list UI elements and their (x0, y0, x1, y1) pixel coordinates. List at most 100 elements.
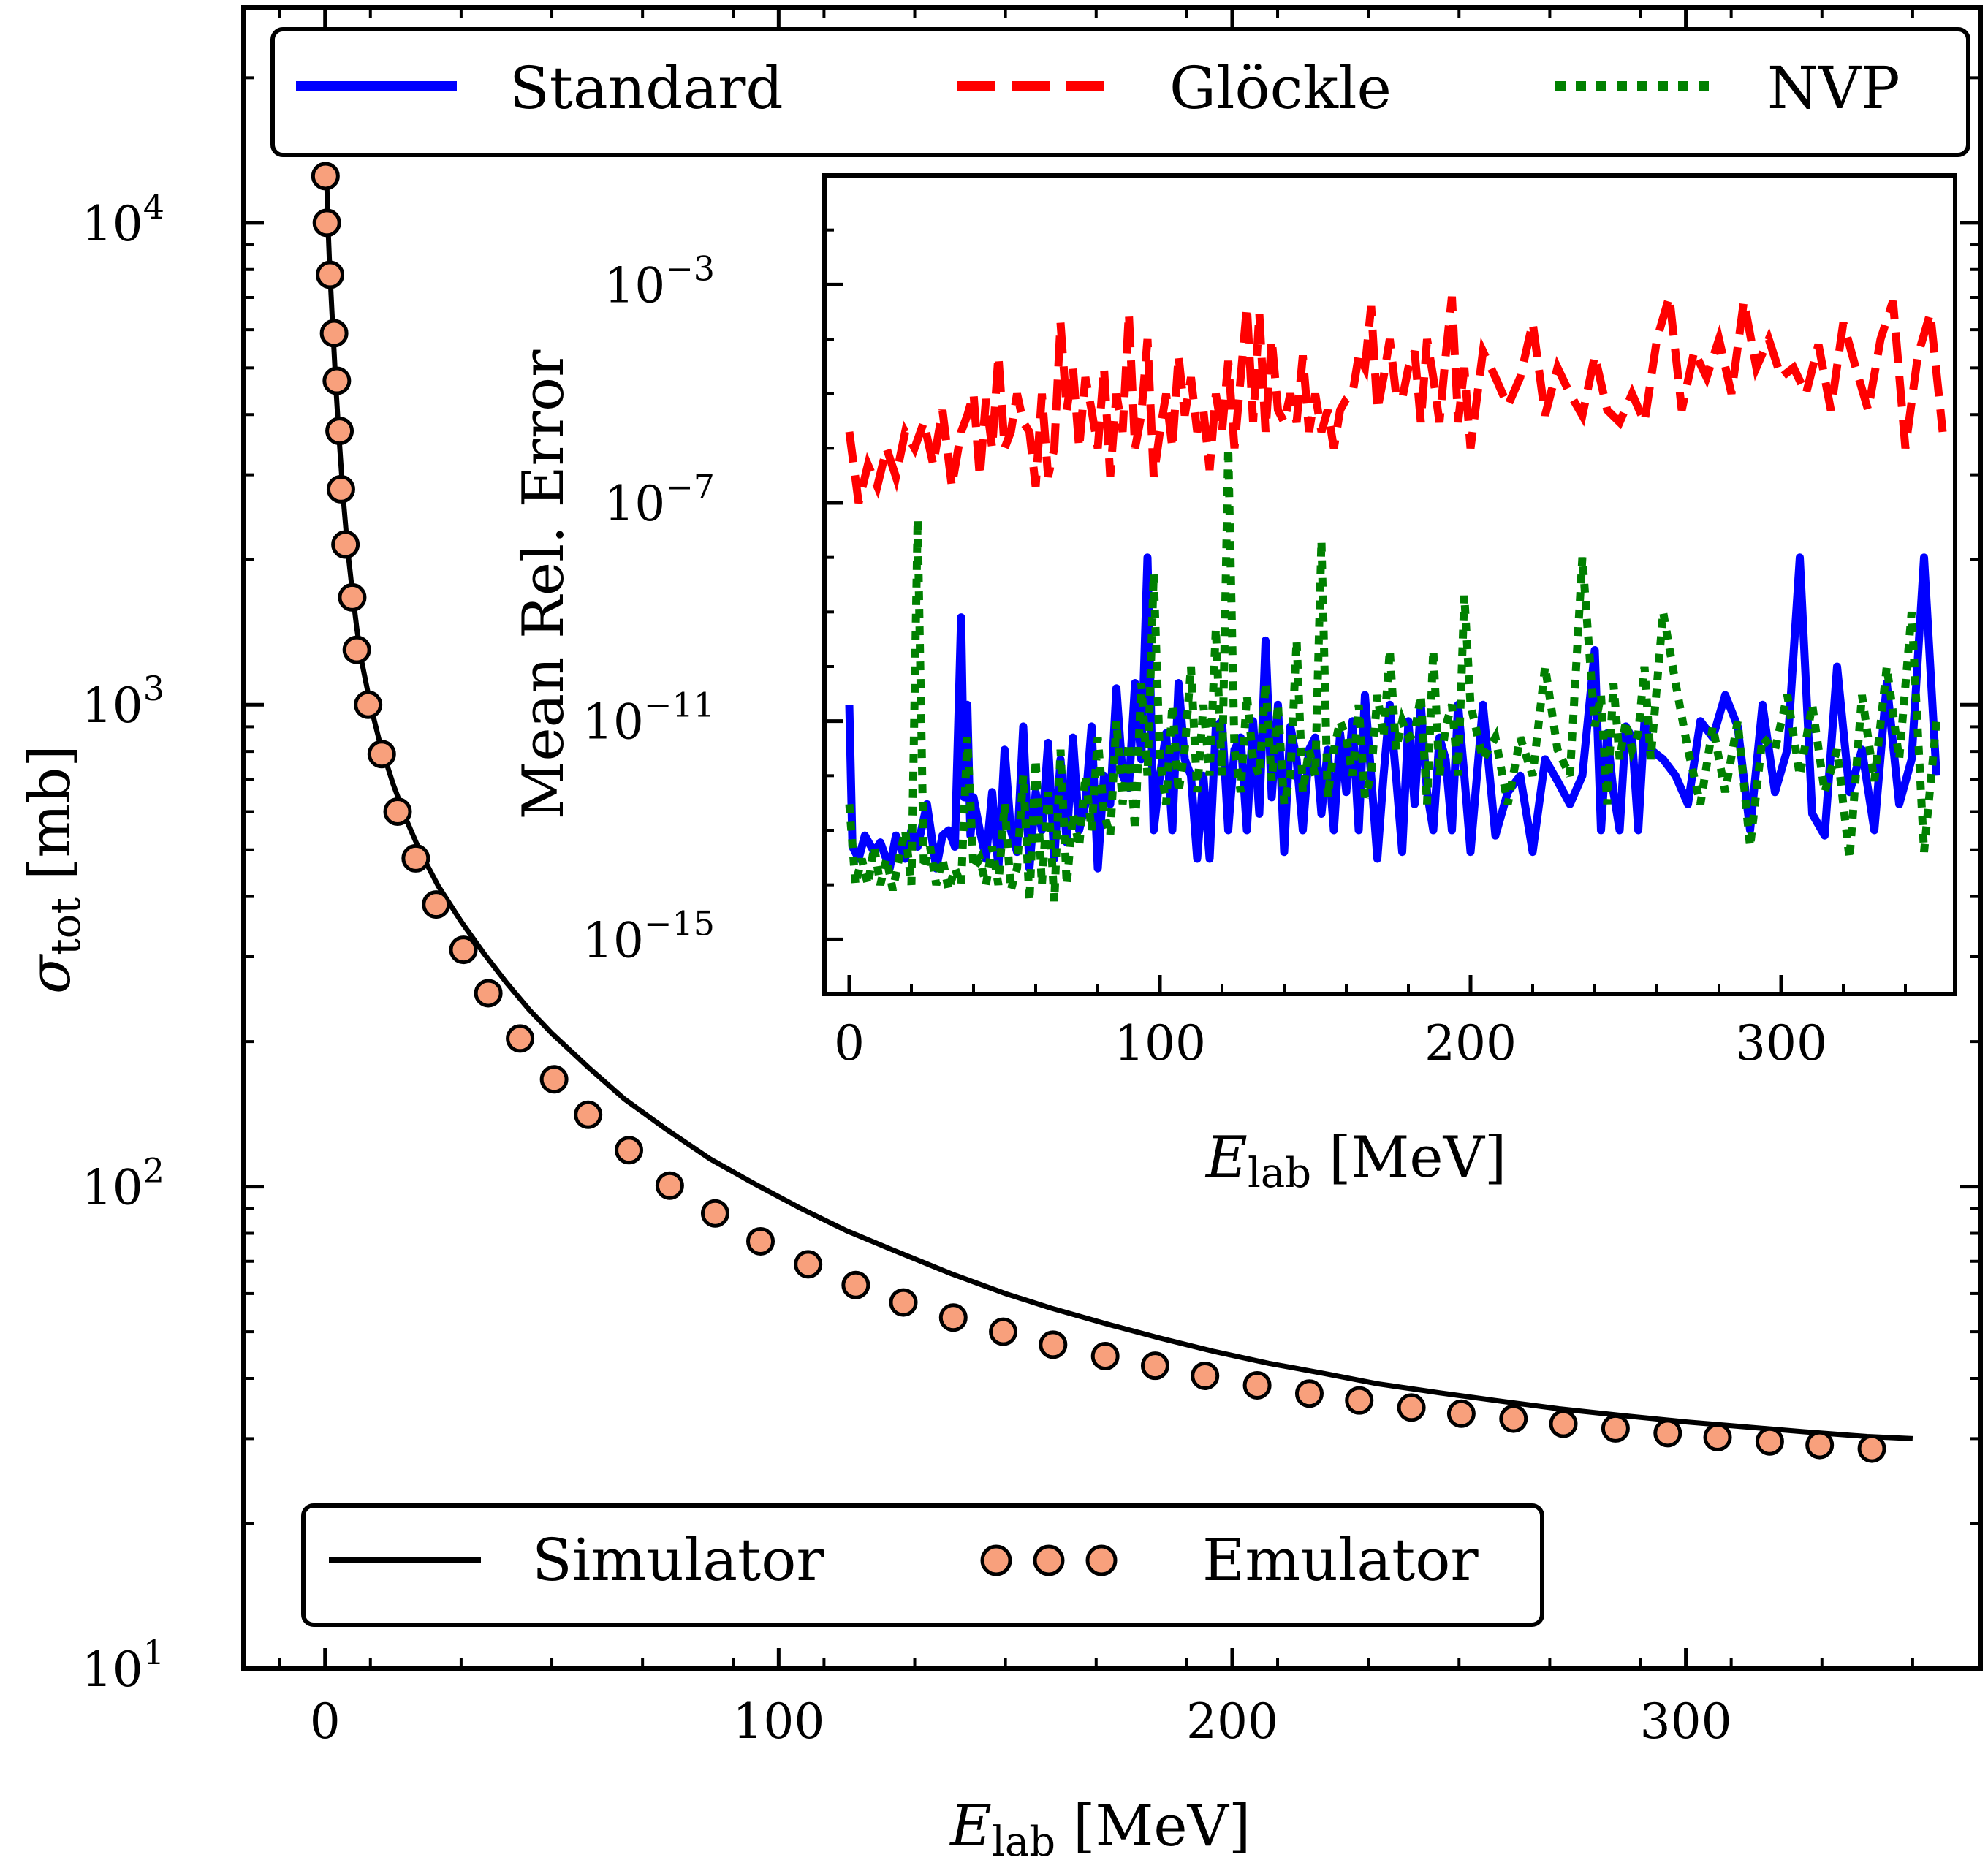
emulator-point (989, 1317, 1018, 1346)
inset-glockle-line (845, 295, 1947, 504)
main-y-axis-label: σtot [mb] (18, 745, 90, 994)
emulator-point (1140, 1351, 1169, 1381)
legend-emulator-marker (980, 1544, 1012, 1576)
main-x-tick-label: 300 (1640, 1693, 1732, 1750)
inset-y-tick-label: 10−7 (604, 467, 715, 532)
emulator-point (449, 936, 478, 965)
inset-x-tick-label: 100 (1114, 1015, 1206, 1071)
emulator-point (338, 582, 367, 612)
emulator-point (326, 474, 355, 504)
legend-emulator-swatch (980, 1544, 1118, 1576)
inset-legend-frame (270, 27, 1970, 157)
inset-x-tick-label: 0 (834, 1015, 865, 1071)
main-y-label-unit: [mb] (18, 745, 83, 880)
emulator-point (841, 1270, 870, 1299)
tick-base: 10 (583, 694, 644, 751)
tick-exponent: 2 (143, 1151, 164, 1191)
main-x-tick-labels: 0 100 200 300 (310, 1693, 1732, 1750)
legend-glockle-label: Glöckle (1169, 54, 1392, 122)
emulator-point (1294, 1379, 1324, 1408)
emulator-point (342, 635, 371, 664)
emulator-point (1601, 1413, 1630, 1443)
main-legend-frame (301, 1503, 1544, 1627)
emulator-point (331, 530, 360, 559)
emulator-point (367, 740, 396, 769)
main-x-tick-label: 200 (1186, 1693, 1278, 1750)
emulator-point (700, 1199, 729, 1228)
emulator-point (311, 162, 340, 191)
tick-exponent: −3 (665, 248, 715, 288)
inset-legend: Standard Glöckle NVP (270, 27, 1970, 157)
tick-exponent: −7 (665, 467, 715, 506)
emulator-point (889, 1288, 918, 1317)
emulator-point (794, 1250, 823, 1279)
emulator-point (383, 797, 412, 827)
emulator-point (1857, 1434, 1886, 1463)
emulator-point (1499, 1404, 1528, 1433)
inset-y-tick-label: 10−15 (583, 903, 715, 968)
tick-exponent: 3 (143, 669, 164, 708)
inset-x-tick-label: 200 (1424, 1015, 1517, 1071)
inset-x-label-sub: lab (1248, 1150, 1311, 1197)
inset-x-axis-label: Elab [MeV] (1204, 1125, 1506, 1197)
emulator-point (506, 1024, 535, 1053)
emulator-point (354, 690, 383, 719)
tick-base: 10 (604, 257, 665, 314)
emulator-point (312, 208, 341, 238)
emulator-point (938, 1303, 968, 1332)
tick-exponent: 1 (143, 1633, 164, 1672)
emulator-point (1653, 1419, 1682, 1448)
main-y-tick-label: 103 (82, 669, 164, 734)
emulator-point (474, 979, 503, 1008)
emulator-point (1191, 1361, 1220, 1390)
emulator-point (316, 260, 345, 289)
emulator-point (1549, 1409, 1578, 1438)
inset-standard-line (845, 553, 1940, 873)
emulator-point (1805, 1430, 1835, 1460)
main-x-tick-label: 0 (310, 1693, 341, 1750)
tick-exponent: −15 (644, 903, 715, 943)
tick-exponent: −11 (644, 686, 715, 725)
inset-y-tick-label: 10−3 (604, 248, 715, 314)
main-y-tick-label: 104 (82, 187, 164, 252)
main-x-label-unit: [MeV] (1073, 1794, 1251, 1859)
legend-emulator-marker (1033, 1544, 1065, 1576)
tick-base: 10 (82, 196, 143, 252)
legend-emulator-label: Emulator (1202, 1526, 1479, 1594)
legend-emulator-marker (1085, 1544, 1118, 1576)
emulator-point (574, 1100, 603, 1129)
main-y-tick-label: 101 (82, 1633, 164, 1698)
emulator-point (1397, 1393, 1426, 1422)
tick-base: 10 (82, 1160, 143, 1216)
emulator-point (1446, 1399, 1476, 1428)
emulator-point (539, 1065, 569, 1094)
main-y-label-sub: tot (42, 897, 90, 955)
tick-base: 10 (604, 476, 665, 532)
legend-standard-label: Standard (509, 54, 784, 122)
main-x-tick-label: 100 (732, 1693, 824, 1750)
emulator-point (1242, 1370, 1272, 1400)
emulator-point (422, 890, 451, 919)
emulator-point (1039, 1330, 1068, 1359)
inset-x-label-symbol: E (1204, 1125, 1248, 1191)
emulator-point (615, 1136, 644, 1165)
inset-y-tick-label: 10−11 (583, 686, 715, 751)
emulator-point (325, 417, 354, 446)
legend-nvp-label: NVP (1767, 54, 1900, 122)
inset-plot-frame (822, 173, 1957, 996)
main-x-label-sub: lab (992, 1818, 1055, 1866)
tick-base: 10 (82, 678, 143, 734)
tick-base: 10 (583, 912, 644, 968)
inset-x-label-unit: [MeV] (1329, 1125, 1506, 1191)
emulator-point (322, 366, 352, 395)
emulator-markers (311, 162, 1886, 1463)
emulator-point (1703, 1422, 1732, 1451)
main-y-tick-label: 102 (82, 1151, 164, 1216)
tick-base: 10 (82, 1642, 143, 1698)
inset-x-tick-label: 300 (1735, 1015, 1827, 1071)
inset-nvp-line (845, 448, 1940, 902)
inset-y-axis-label: Mean Rel. Error (511, 349, 577, 819)
